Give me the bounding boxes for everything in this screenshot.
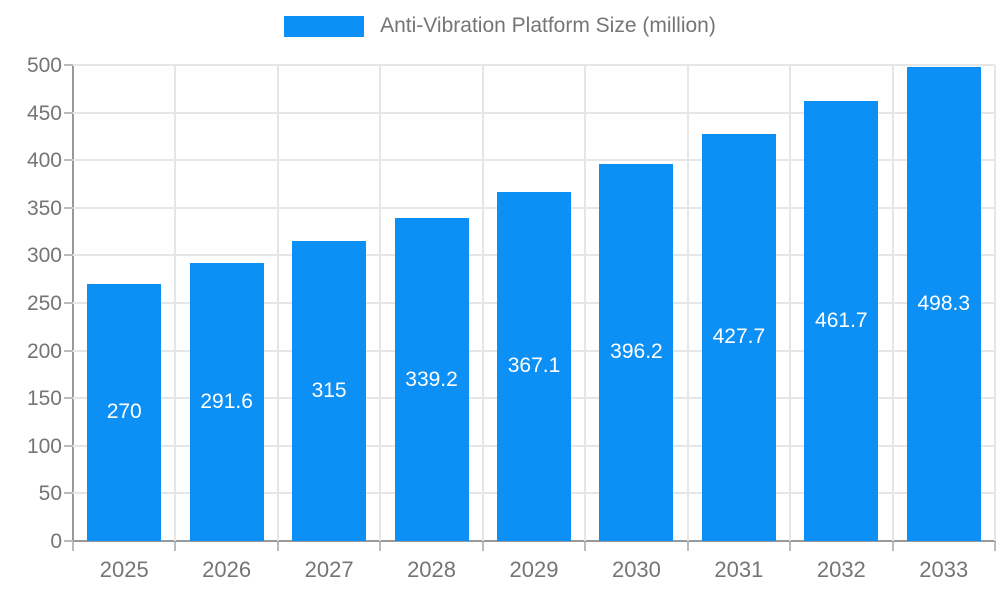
gridline-vertical <box>481 65 484 541</box>
x-axis-tick-label: 2030 <box>611 557 661 582</box>
bar-2028[interactable]: 339.2 <box>394 218 469 541</box>
bar-value-label: 461.7 <box>815 309 868 333</box>
x-axis-line <box>72 540 996 542</box>
x-axis-tick-label: 2032 <box>816 557 866 582</box>
y-axis-tick-label: 250 <box>26 292 62 315</box>
bar-value-label: 427.7 <box>712 325 766 349</box>
bar-2026[interactable]: 291.6 <box>189 263 264 541</box>
x-axis-tick <box>276 542 279 551</box>
y-axis-tick <box>64 302 73 304</box>
legend-label: Anti-Vibration Platform Size (million) <box>380 14 716 37</box>
y-axis-tick-label: 450 <box>26 101 62 125</box>
y-axis-tick-label: 100 <box>26 434 62 458</box>
bar-2030[interactable]: 396.2 <box>599 163 674 541</box>
y-axis-tick-label: 350 <box>26 196 62 220</box>
bar-value-label: 291.6 <box>200 390 253 414</box>
x-axis-tick <box>891 542 894 551</box>
y-axis-tick-label: 500 <box>26 54 62 77</box>
bar-value-label: 315 <box>311 379 347 403</box>
x-axis-tick-label: 2033 <box>919 557 969 582</box>
x-axis-tick <box>174 542 177 551</box>
y-axis-tick <box>64 444 73 447</box>
bar-2029[interactable]: 367.1 <box>497 191 571 541</box>
x-axis-tick-label: 2027 <box>304 557 354 582</box>
gridline-vertical <box>276 65 279 541</box>
gridline-vertical <box>584 65 587 541</box>
x-axis-tick-label: 2029 <box>509 557 559 582</box>
y-axis-tick-label: 0 <box>50 530 62 553</box>
bar-value-label: 339.2 <box>405 367 458 391</box>
gridline-vertical <box>174 65 177 541</box>
bar-2025[interactable]: 270 <box>87 283 162 541</box>
plot-area: 270 291.6 315 339.2 367.1 396.2 427.7 461.7 498.… <box>73 64 996 541</box>
gridline-horizontal <box>73 111 995 114</box>
y-axis-tick-label: 50 <box>38 482 62 506</box>
gridline-vertical <box>994 65 996 541</box>
x-axis-tick <box>994 542 996 551</box>
legend-swatch-icon <box>284 15 365 37</box>
y-axis-tick-label: 200 <box>26 339 62 363</box>
y-axis-tick <box>64 540 73 542</box>
y-axis-line <box>72 65 74 543</box>
y-axis-tick <box>64 254 73 257</box>
x-axis-tick <box>379 542 382 551</box>
x-axis-tick-label: 2026 <box>202 557 252 582</box>
bar-value-label: 270 <box>106 400 142 424</box>
gridline-vertical <box>686 65 689 541</box>
y-axis-tick <box>64 111 73 114</box>
gridline-vertical <box>891 65 894 541</box>
y-axis-tick <box>64 64 73 66</box>
legend-item[interactable]: Anti-Vibration Platform Size (million) <box>0 14 1000 38</box>
y-axis-tick-label: 150 <box>26 387 62 411</box>
x-axis-tick-label: 2025 <box>99 557 149 582</box>
gridline-vertical <box>789 65 792 541</box>
bar-2031[interactable]: 427.7 <box>701 133 776 541</box>
x-axis-tick <box>72 542 74 551</box>
y-axis-tick <box>64 397 73 400</box>
bar-value-label: 367.1 <box>507 354 561 378</box>
y-axis-tick <box>64 159 73 162</box>
x-axis-tick <box>686 542 689 551</box>
bar-value-label: 396.2 <box>610 340 663 364</box>
y-axis-tick-label: 300 <box>26 244 62 268</box>
gridline-vertical <box>379 65 382 541</box>
x-axis-tick-label: 2028 <box>407 557 457 582</box>
bar-2032[interactable]: 461.7 <box>804 101 879 541</box>
bar-2027[interactable]: 315 <box>292 241 367 541</box>
y-axis-tick-label: 400 <box>26 149 62 173</box>
gridline-horizontal <box>73 64 995 66</box>
x-axis-tick <box>789 542 792 551</box>
gridline-horizontal <box>73 159 995 162</box>
y-axis-tick <box>64 206 73 209</box>
y-axis-tick <box>64 349 73 352</box>
y-axis-tick <box>64 492 73 495</box>
x-axis-tick <box>584 542 587 551</box>
x-axis-tick-label: 2031 <box>714 557 764 582</box>
x-axis-tick <box>481 542 484 551</box>
bar-2033[interactable]: 498.3 <box>906 66 981 541</box>
bar-value-label: 498.3 <box>917 291 971 315</box>
